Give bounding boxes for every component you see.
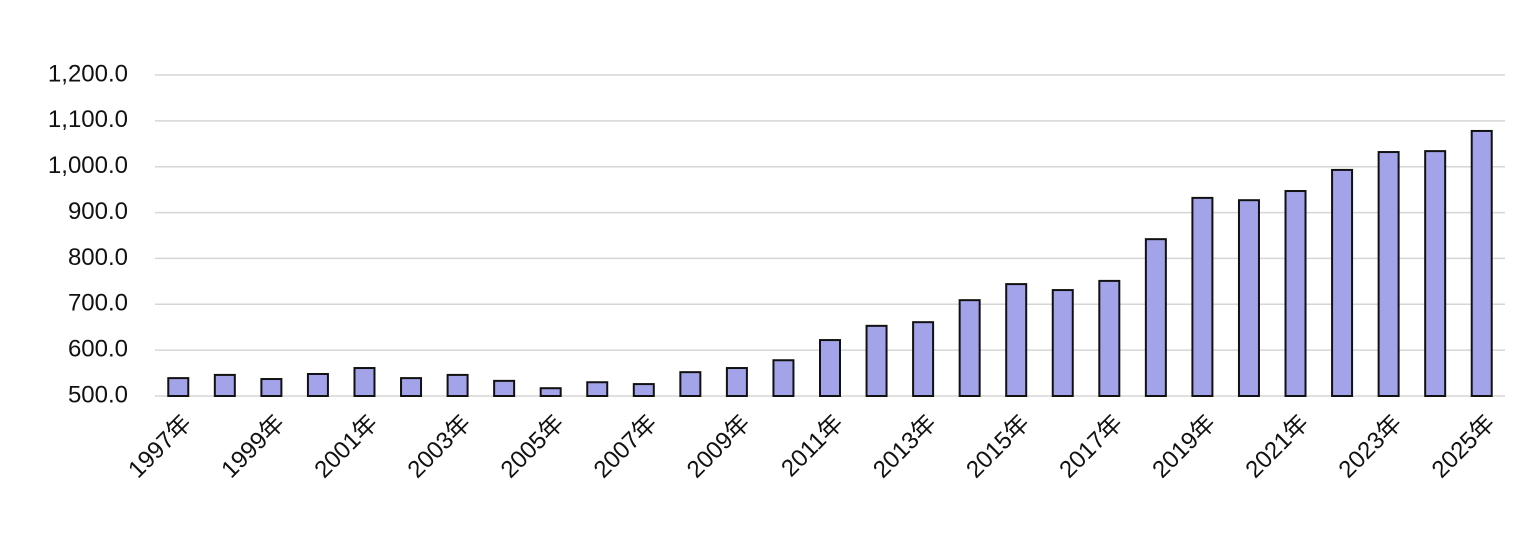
- bar: [632, 383, 655, 398]
- bar: [725, 367, 748, 397]
- x-tick-label: 2007年: [589, 410, 663, 484]
- y-tick-label: 700.0: [68, 290, 128, 317]
- x-tick-label: 1997年: [123, 410, 197, 484]
- x-tick-label: 2021年: [1240, 410, 1314, 484]
- bar: [1331, 168, 1354, 397]
- bar: [1237, 199, 1260, 397]
- bar: [400, 377, 423, 398]
- bar: [1470, 129, 1493, 397]
- bar: [679, 371, 702, 398]
- x-tick-label: 2025年: [1427, 410, 1501, 484]
- bar: [865, 324, 888, 397]
- x-tick-label: 2005年: [496, 410, 570, 484]
- y-tick-label: 900.0: [68, 198, 128, 225]
- bar: [1051, 289, 1074, 398]
- x-tick-label: 2023年: [1334, 410, 1408, 484]
- bar: [772, 359, 795, 397]
- bar: [1424, 150, 1447, 397]
- x-tick-label: 2009年: [682, 410, 756, 484]
- bar: [1005, 283, 1028, 398]
- x-tick-label: 1999年: [216, 410, 290, 484]
- y-tick-label: 800.0: [68, 244, 128, 271]
- bar: [912, 321, 935, 398]
- x-tick-label: 2011年: [776, 410, 849, 483]
- bar: [260, 378, 283, 398]
- bar: [306, 372, 329, 398]
- bar: [1098, 279, 1121, 397]
- bar: [1191, 196, 1214, 397]
- bar: [958, 299, 981, 397]
- bar: [446, 373, 469, 397]
- bar: [353, 367, 376, 397]
- bar: [167, 377, 190, 398]
- bar: [586, 381, 609, 398]
- y-tick-label: 1,200.0: [48, 60, 128, 87]
- x-tick-label: 2003年: [402, 410, 476, 484]
- x-tick-label: 2013年: [868, 410, 942, 484]
- bar: [1284, 190, 1307, 397]
- bar: [493, 379, 516, 398]
- x-tick-label: 2017年: [1054, 410, 1128, 484]
- x-tick-label: 2001年: [309, 410, 383, 484]
- x-tick-label: 2019年: [1147, 410, 1221, 484]
- y-tick-label: 1,000.0: [48, 152, 128, 179]
- bar: [539, 387, 562, 397]
- bar: [1377, 151, 1400, 397]
- y-tick-label: 600.0: [68, 335, 128, 362]
- y-tick-label: 500.0: [68, 381, 128, 408]
- bar: [213, 373, 236, 397]
- y-tick-label: 1,100.0: [48, 106, 128, 133]
- bar: [819, 339, 841, 398]
- bar: [1144, 238, 1167, 397]
- x-tick-label: 2015年: [961, 410, 1035, 484]
